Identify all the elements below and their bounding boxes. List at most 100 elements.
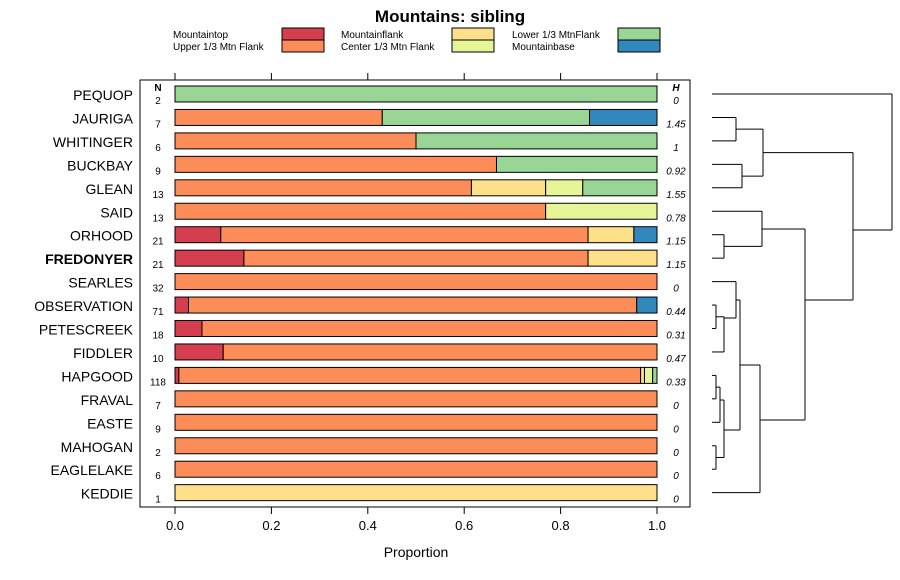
row-label-petescreek: PETESCREEK xyxy=(39,322,134,338)
row-buckbay: BUCKBAY 9 0.92 xyxy=(67,155,686,177)
row-label-buckbay: BUCKBAY xyxy=(67,157,134,173)
legend-label-lower-1-3-mtnflank: Lower 1/3 MtnFlank xyxy=(512,30,601,41)
h-value-fredonyer: 1.15 xyxy=(666,260,686,271)
bar-segment-petescreek-1 xyxy=(201,320,658,337)
bar-segment-pequop-4 xyxy=(174,85,658,103)
row-whitinger: WHITINGER 6 1 xyxy=(53,132,679,154)
row-fiddler: FIDDLER 10 0.47 xyxy=(73,343,686,365)
bar-segment-hapgood-4 xyxy=(652,366,658,384)
x-axis: 0.0 0.2 0.4 0.6 0.8 1.0 xyxy=(166,73,666,533)
legend-label-mountaintop: Mountaintop xyxy=(173,30,228,41)
n-column-header: N xyxy=(154,83,161,94)
bar-segment-hapgood-2 xyxy=(640,366,645,384)
h-value-petescreek: 0.31 xyxy=(666,331,685,342)
legend-swatch-center-1-3-mtn-flank xyxy=(451,39,495,53)
bar-segment-hapgood-3 xyxy=(643,366,654,384)
plot-frame xyxy=(139,79,691,508)
bar-segment-searles-1 xyxy=(174,273,658,291)
h-value-searles: 0 xyxy=(673,284,679,295)
bar-segment-observation-5 xyxy=(636,296,658,314)
row-petescreek: PETESCREEK 18 0.31 xyxy=(39,320,686,342)
h-value-fraval: 0 xyxy=(673,401,679,412)
bar-segment-said-1 xyxy=(174,202,547,220)
x-tick-label-2: 0.4 xyxy=(359,518,377,533)
bar-segment-hapgood-1 xyxy=(178,366,642,384)
row-label-fredonyer: FREDONYER xyxy=(45,251,133,267)
bar-segment-orhood-0 xyxy=(174,226,222,244)
bar-segment-orhood-2 xyxy=(587,226,635,244)
bar-segment-jauriga-4 xyxy=(381,108,591,126)
h-column-header: H xyxy=(672,83,680,94)
bar-segment-glean-3 xyxy=(545,179,584,197)
row-label-keddie: KEDDIE xyxy=(81,486,133,502)
row-searles: SEARLES 32 0 xyxy=(68,273,679,295)
x-tick-label-5: 1.0 xyxy=(648,518,666,533)
n-value-observation: 71 xyxy=(152,307,164,318)
x-axis-label: Proportion xyxy=(384,544,449,560)
legend-label-center-1-3-mtn-flank: Center 1/3 Mtn Flank xyxy=(341,42,435,53)
legend-swatch-mountaintop xyxy=(281,27,325,41)
n-value-easte: 9 xyxy=(155,424,161,435)
n-value-hapgood: 118 xyxy=(150,377,166,388)
n-value-said: 13 xyxy=(152,213,164,224)
row-said: SAID 13 0.78 xyxy=(100,202,686,224)
n-value-pequop: 2 xyxy=(155,96,161,107)
row-label-said: SAID xyxy=(100,204,133,220)
x-tick-label-3: 0.6 xyxy=(455,518,473,533)
bar-segment-fredonyer-1 xyxy=(243,249,589,267)
n-value-fredonyer: 21 xyxy=(152,260,164,271)
chart-title: Mountains: sibling xyxy=(375,7,525,26)
row-jauriga: JAURIGA 7 1.45 xyxy=(72,108,686,130)
bar-segment-glean-4 xyxy=(582,179,658,197)
n-value-buckbay: 9 xyxy=(155,166,161,177)
n-value-fiddler: 10 xyxy=(152,354,164,365)
row-label-observation: OBSERVATION xyxy=(34,298,133,314)
row-label-mahogan: MAHOGAN xyxy=(61,439,133,455)
bar-segment-jauriga-1 xyxy=(174,108,383,126)
row-label-easte: EASTE xyxy=(87,415,133,431)
chart-rows: PEQUOP 2 0 JAURIGA 7 1.45 WHITINGER 6 1 BUCKBAY 9 0… xyxy=(34,85,686,506)
row-keddie: KEDDIE 1 0 xyxy=(81,484,679,506)
bar-segment-buckbay-4 xyxy=(495,155,658,173)
row-orhood: ORHOOD 21 1.15 xyxy=(70,226,686,248)
bar-segment-whitinger-1 xyxy=(174,132,417,150)
bar-segment-petescreek-0 xyxy=(174,320,203,337)
bar-segment-fraval-1 xyxy=(174,390,658,408)
row-hapgood: HAPGOOD 118 0.33 xyxy=(61,366,686,388)
legend-swatch-mountainbase xyxy=(617,39,661,53)
h-value-orhood: 1.15 xyxy=(666,237,686,248)
n-value-searles: 32 xyxy=(152,284,164,295)
bar-segment-hapgood-0 xyxy=(174,366,180,384)
n-value-eaglelake: 6 xyxy=(155,471,161,482)
bar-segment-whitinger-4 xyxy=(415,132,658,150)
row-label-fiddler: FIDDLER xyxy=(73,345,133,361)
bar-segment-fredonyer-2 xyxy=(587,249,658,267)
row-label-fraval: FRAVAL xyxy=(81,392,134,408)
row-label-eaglelake: EAGLELAKE xyxy=(51,462,134,478)
legend-label-upper-1-3-mtn-flank: Upper 1/3 Mtn Flank xyxy=(173,42,265,53)
dendrogram xyxy=(712,93,893,494)
n-value-petescreek: 18 xyxy=(152,331,164,342)
h-value-glean: 1.55 xyxy=(666,190,686,201)
bar-segment-jauriga-5 xyxy=(589,108,658,126)
bar-segment-fiddler-0 xyxy=(174,343,224,361)
bar-segment-glean-2 xyxy=(470,179,547,197)
bar-segment-observation-1 xyxy=(187,296,638,314)
bar-segment-observation-0 xyxy=(174,296,189,314)
n-value-glean: 13 xyxy=(152,190,164,201)
row-mahogan: MAHOGAN 2 0 xyxy=(61,437,679,459)
n-value-jauriga: 7 xyxy=(155,119,161,130)
legend-swatch-upper-1-3-mtn-flank xyxy=(281,39,325,53)
h-value-eaglelake: 0 xyxy=(673,471,679,482)
n-value-fraval: 7 xyxy=(155,401,161,412)
h-value-said: 0.78 xyxy=(666,213,686,224)
n-value-whitinger: 6 xyxy=(155,143,161,154)
h-value-mahogan: 0 xyxy=(673,448,679,459)
h-value-easte: 0 xyxy=(673,424,679,435)
h-value-fiddler: 0.47 xyxy=(666,354,686,365)
bar-segment-eaglelake-1 xyxy=(174,460,658,478)
n-value-keddie: 1 xyxy=(155,495,161,506)
x-tick-label-0: 0.0 xyxy=(166,518,184,533)
